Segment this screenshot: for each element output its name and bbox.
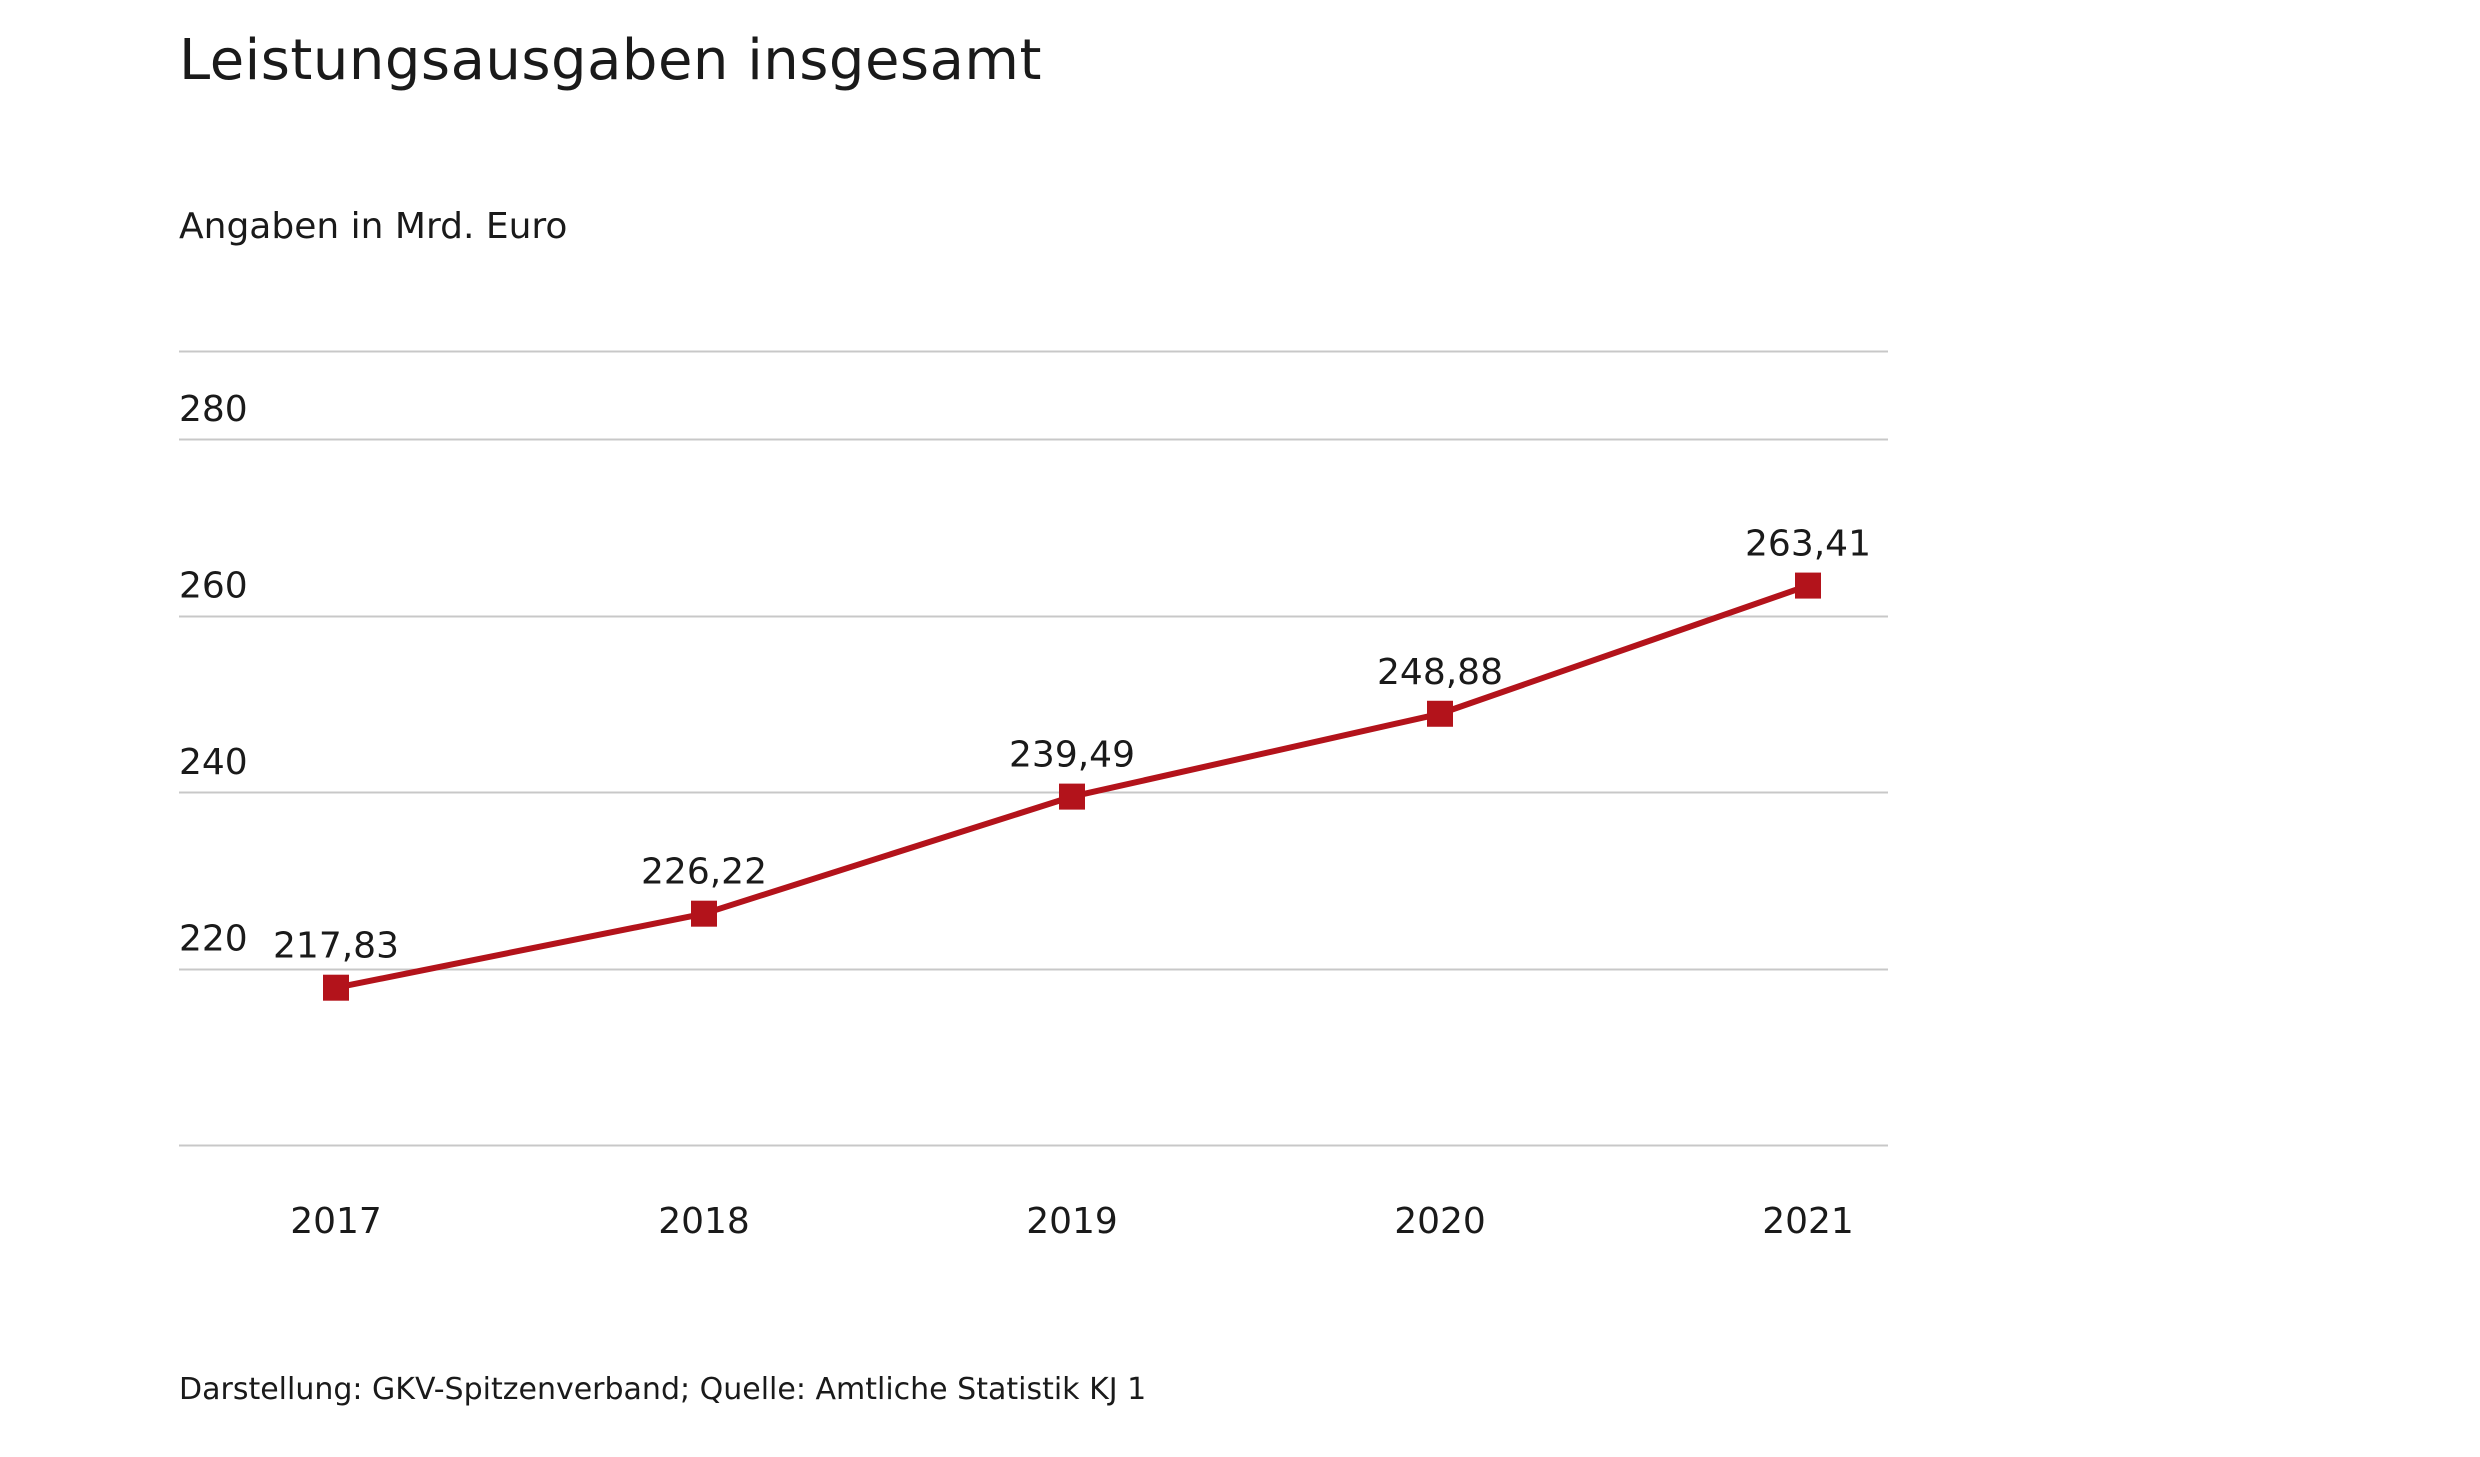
chart-subtitle: Angaben in Mrd. Euro — [179, 206, 568, 247]
x-tick-label: 2019 — [1026, 1201, 1118, 1242]
data-point-marker — [691, 900, 717, 927]
y-axis-tick-labels: 220 240 260 280 — [179, 389, 248, 959]
data-point-marker — [323, 974, 349, 1001]
data-label: 239,49 — [1009, 735, 1135, 776]
data-label: 263,41 — [1745, 524, 1871, 565]
data-label: 226,22 — [641, 852, 767, 893]
x-tick-label: 2017 — [290, 1201, 382, 1242]
y-tick-label: 220 — [179, 919, 248, 960]
chart-title: Leistungsausgaben insgesamt — [179, 28, 1042, 93]
data-markers — [323, 572, 1821, 1001]
data-label: 217,83 — [273, 926, 399, 967]
data-point-marker — [1059, 783, 1085, 810]
x-tick-label: 2020 — [1394, 1201, 1486, 1242]
data-point-marker — [1427, 700, 1453, 727]
source-note: Darstellung: GKV-Spitzenverband; Quelle:… — [179, 1372, 1147, 1407]
y-tick-label: 240 — [179, 742, 248, 783]
data-labels: 217,83 226,22 239,49 248,88 263,41 — [273, 524, 1871, 967]
x-tick-label: 2018 — [658, 1201, 750, 1242]
y-tick-label: 260 — [179, 566, 248, 607]
x-axis-tick-labels: 2017 2018 2019 2020 2021 — [290, 1201, 1854, 1242]
data-label: 248,88 — [1377, 652, 1503, 693]
y-tick-label: 280 — [179, 389, 248, 430]
data-point-marker — [1795, 572, 1821, 599]
gridlines — [179, 350, 1888, 1147]
x-tick-label: 2021 — [1762, 1201, 1854, 1242]
